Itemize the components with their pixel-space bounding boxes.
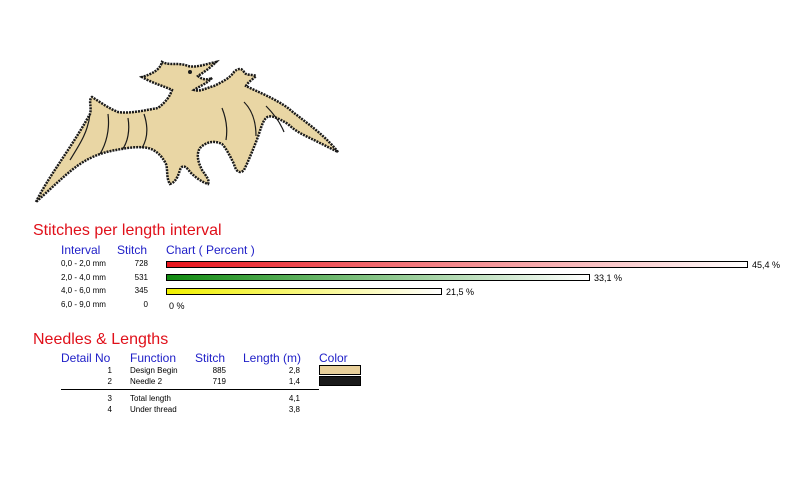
interval-label: 0,0 - 2,0 mm bbox=[61, 259, 106, 268]
total-function: Total length bbox=[130, 394, 171, 403]
needle-stitch: 719 bbox=[212, 377, 226, 386]
interval-percent-label: 21,5 % bbox=[446, 287, 475, 297]
needle-detail-no: 1 bbox=[107, 366, 112, 375]
needle-stitch: 885 bbox=[212, 366, 226, 375]
interval-bar bbox=[166, 274, 590, 281]
interval-percent-label: 33,1 % bbox=[594, 273, 623, 283]
needle-color-swatch bbox=[319, 376, 361, 386]
interval-stitch-count: 0 bbox=[143, 300, 148, 309]
stitch-header: Stitch bbox=[117, 243, 148, 257]
interval-percent-label: 0 % bbox=[169, 301, 185, 311]
color-header: Color bbox=[319, 351, 348, 365]
total-detail-no: 4 bbox=[107, 405, 112, 414]
stitches-section-title: Stitches per length interval bbox=[33, 222, 222, 239]
interval-stitch-count: 728 bbox=[134, 259, 148, 268]
detail-no-header: Detail No bbox=[61, 351, 111, 365]
pterodactyl-embroidery-icon bbox=[34, 59, 339, 203]
total-length: 3,8 bbox=[288, 405, 300, 414]
interval-stitch-count: 531 bbox=[134, 273, 148, 282]
totals-divider bbox=[61, 389, 319, 390]
interval-label: 4,0 - 6,0 mm bbox=[61, 286, 106, 295]
interval-percent-label: 45,4 % bbox=[752, 260, 781, 270]
design-preview bbox=[30, 52, 342, 207]
interval-label: 6,0 - 9,0 mm bbox=[61, 300, 106, 309]
total-function: Under thread bbox=[130, 405, 177, 414]
stitch-header: Stitch bbox=[195, 351, 226, 365]
needle-length: 2,8 bbox=[288, 366, 300, 375]
chart-percent-header: Chart ( Percent ) bbox=[166, 243, 255, 257]
function-header: Function bbox=[130, 351, 177, 365]
interval-bar bbox=[166, 261, 748, 268]
interval-stitch-count: 345 bbox=[134, 286, 148, 295]
interval-label: 2,0 - 4,0 mm bbox=[61, 273, 106, 282]
needle-function: Needle 2 bbox=[130, 377, 163, 386]
needle-function: Design Begin bbox=[130, 366, 178, 375]
needle-length: 1,4 bbox=[288, 377, 300, 386]
needle-detail-no: 2 bbox=[107, 377, 112, 386]
length-header: Length (m) bbox=[243, 351, 302, 365]
interval-bar bbox=[166, 288, 442, 295]
needles-section-title: Needles & Lengths bbox=[33, 331, 169, 348]
interval-header: Interval bbox=[61, 243, 101, 257]
needle-color-swatch bbox=[319, 365, 361, 375]
total-length: 4,1 bbox=[288, 394, 300, 403]
total-detail-no: 3 bbox=[107, 394, 112, 403]
